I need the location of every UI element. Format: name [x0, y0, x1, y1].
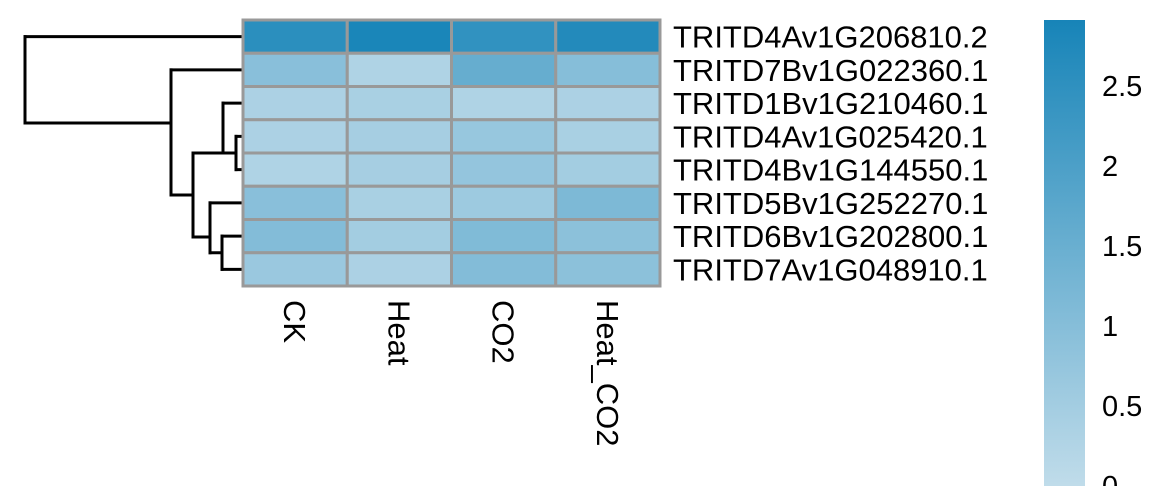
heatmap-cell: [554, 118, 662, 155]
row-label: TRITD1Bv1G210460.1: [673, 86, 988, 121]
heatmap-cell: [345, 251, 453, 288]
heatmap-cell: [554, 251, 662, 288]
legend-color-bar: [1044, 20, 1085, 486]
heatmap-cell: [554, 18, 662, 55]
heatmap-cell: [554, 184, 662, 221]
heatmap-cells: [241, 18, 662, 288]
row-labels: TRITD4Av1G206810.2TRITD7Bv1G022360.1TRIT…: [673, 20, 988, 288]
heatmap-cell: [450, 51, 558, 88]
heatmap-cell: [241, 251, 349, 288]
heatmap-cell: [554, 151, 662, 188]
heatmap-cell: [241, 85, 349, 122]
heatmap-cell: [345, 118, 453, 155]
legend-tick-label: 1.5: [1102, 231, 1142, 263]
heatmap-cell: [345, 184, 453, 221]
heatmap-cell: [450, 251, 558, 288]
heatmap-cell: [450, 151, 558, 188]
legend-ticks: 0 0.5 1 1.5 2 2.5: [1102, 71, 1142, 486]
heatmap-cell: [450, 85, 558, 122]
legend-tick-label: 2: [1102, 151, 1118, 183]
legend-tick-label: 1: [1102, 311, 1118, 343]
heatmap-cell: [450, 184, 558, 221]
heatmap-cell: [241, 184, 349, 221]
row-label: TRITD4Av1G025420.1: [673, 119, 988, 154]
row-label: TRITD4Bv1G144550.1: [673, 153, 988, 188]
heatmap-cell: [241, 151, 349, 188]
heatmap-cell: [345, 51, 453, 88]
row-label: TRITD7Av1G048910.1: [673, 252, 988, 287]
heatmap-cell: [241, 51, 349, 88]
heatmap-cell: [241, 218, 349, 255]
heatmap-cell: [241, 118, 349, 155]
heatmap-cell: [345, 218, 453, 255]
column-label: Heat_CO2: [590, 300, 625, 446]
column-labels: CK Heat CO2 Heat_CO2: [277, 300, 625, 446]
heatmap-cell: [345, 85, 453, 122]
row-label: TRITD6Bv1G202800.1: [673, 219, 988, 254]
heatmap-cell: [345, 151, 453, 188]
row-label: TRITD4Av1G206810.2: [673, 20, 988, 55]
legend-tick-label: 0.5: [1102, 391, 1142, 423]
heatmap-cell: [450, 18, 558, 55]
row-label: TRITD5Bv1G252270.1: [673, 186, 988, 221]
color-legend: 0 0.5 1 1.5 2 2.5: [1044, 20, 1142, 486]
heatmap-cell: [554, 218, 662, 255]
column-label: CK: [277, 300, 312, 343]
heatmap-cell: [450, 218, 558, 255]
heatmap-cell: [554, 85, 662, 122]
legend-tick-label: 2.5: [1102, 71, 1142, 103]
column-label: CO2: [486, 300, 521, 364]
column-label: Heat: [381, 300, 416, 366]
row-label: TRITD7Bv1G022360.1: [673, 53, 988, 88]
heatmap-cell: [554, 51, 662, 88]
heatmap-cell: [345, 18, 453, 55]
heatmap-cell: [241, 18, 349, 55]
row-dendrogram: [23, 35, 243, 271]
legend-tick-label: 0: [1102, 471, 1118, 486]
heatmap-cell: [450, 118, 558, 155]
